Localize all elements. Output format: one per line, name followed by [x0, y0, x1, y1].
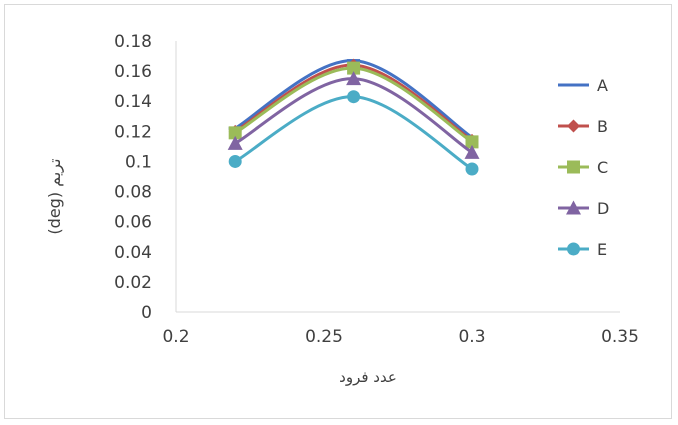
y-tick-label: 0.14	[114, 92, 152, 112]
y-tick-label: 0.1	[125, 152, 152, 172]
y-tick-label: 0.12	[114, 122, 152, 142]
y-tick-label: 0.18	[114, 32, 152, 52]
y-tick-label: 0.02	[114, 273, 152, 293]
y-tick-label: 0.06	[114, 213, 152, 233]
data-point-E	[347, 90, 361, 104]
legend-label-E: E	[597, 240, 607, 259]
y-axis-title: (deg) تریم	[45, 158, 65, 234]
data-point-C	[228, 126, 242, 140]
data-point-D	[227, 135, 243, 150]
legend-label-B: B	[597, 117, 608, 136]
legend-marker-E	[567, 242, 580, 256]
y-tick-label: 0.08	[114, 183, 152, 203]
x-tick-label: 0.3	[458, 327, 485, 347]
y-tick-label: 0.16	[114, 62, 152, 82]
data-point-D	[346, 71, 362, 86]
legend-label-D: D	[597, 199, 609, 218]
legend-marker-B	[567, 119, 580, 133]
y-tick-label: 0	[141, 303, 152, 323]
legend-marker-A	[567, 83, 580, 87]
legend-marker-D	[566, 200, 581, 215]
data-point-C	[347, 61, 361, 75]
x-tick-label: 0.25	[305, 327, 343, 347]
x-tick-label: 0.35	[601, 327, 639, 347]
legend-label-A: A	[597, 76, 608, 95]
data-point-C	[465, 135, 479, 149]
y-tick-label: 0.04	[114, 243, 152, 263]
chart-svg: 0 0.02 0.04 0.06 0.08 0.1 0.12 0.14 0.16 0.18 0.2 0…	[45, 32, 639, 386]
data-point-E	[228, 154, 242, 168]
chart-frame: 0 0.02 0.04 0.06 0.08 0.1 0.12 0.14 0.16 0.18 0.2 0…	[4, 4, 672, 419]
data-point-E	[465, 162, 479, 176]
x-axis-title: عدد فرود	[339, 368, 397, 386]
legend-marker-C	[567, 160, 580, 174]
x-tick-label: 0.2	[162, 327, 189, 347]
data-point-D	[464, 144, 480, 159]
legend-label-C: C	[597, 158, 608, 177]
